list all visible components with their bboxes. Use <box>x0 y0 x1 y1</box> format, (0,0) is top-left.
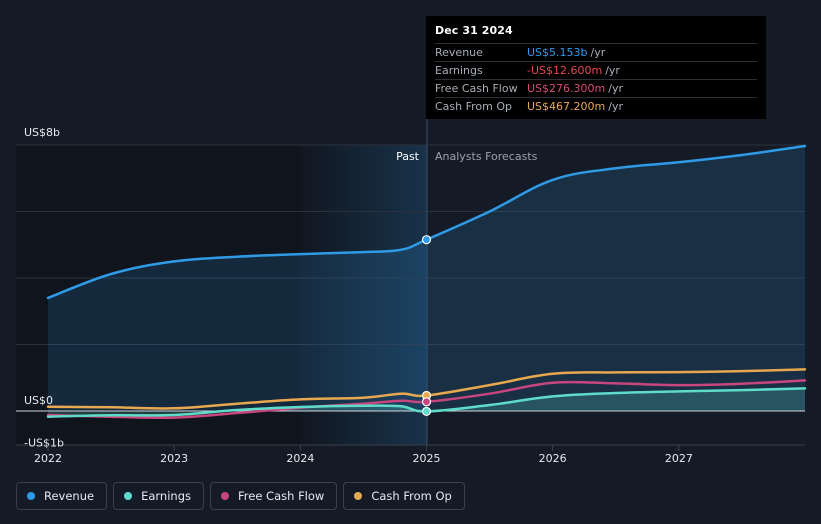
tooltip-label: Free Cash Flow <box>435 82 518 95</box>
legend-cash-from-op[interactable]: Cash From Op <box>343 482 465 510</box>
tooltip-row-revenue: Revenue US$5.153b /yr <box>435 43 757 61</box>
earnings-line <box>46 387 807 418</box>
tooltip-unit: /yr <box>608 100 623 113</box>
legend: Revenue Earnings Free Cash Flow Cash Fro… <box>16 482 465 510</box>
forecast-label: Analysts Forecasts <box>435 150 538 163</box>
tooltip-row-free-cash-flow: Free Cash Flow US$276.300m /yr <box>435 79 757 97</box>
x-tick-label: 2024 <box>286 452 314 465</box>
legend-dot-icon <box>221 492 229 500</box>
revenue-line <box>46 144 807 300</box>
legend-earnings[interactable]: Earnings <box>113 482 204 510</box>
tooltip-label: Cash From Op <box>435 100 513 113</box>
revenue-marker <box>421 235 432 245</box>
tooltip: Dec 31 2024 Revenue US$5.153b /yr Earnin… <box>426 16 766 119</box>
y-tick-label: US$0 <box>24 394 53 407</box>
free-cash-flow-marker <box>421 397 432 407</box>
legend-dot-icon <box>124 492 133 500</box>
tooltip-unit: /yr <box>590 46 606 59</box>
x-tick-label: 2025 <box>413 452 441 465</box>
legend-dot-icon <box>27 492 35 500</box>
tooltip-label: Earnings <box>435 64 483 77</box>
highlight-markers <box>421 235 432 417</box>
tooltip-value: US$276.300m <box>527 82 606 95</box>
free-cash-flow-line <box>46 379 807 420</box>
x-tick-label: 2027 <box>665 452 693 465</box>
legend-revenue[interactable]: Revenue <box>16 482 108 510</box>
earnings-area <box>48 388 805 417</box>
cash-from-op-line <box>46 368 807 410</box>
legend-label: Free Cash Flow <box>238 489 325 503</box>
tooltip-unit: /yr <box>608 82 623 95</box>
tooltip-unit: /yr <box>605 64 620 77</box>
legend-dot-icon <box>354 492 363 500</box>
y-tick-label: US$8b <box>24 126 60 139</box>
tooltip-label: Revenue <box>435 46 483 59</box>
y-axis-labels: US$8b US$0 -US$1b <box>24 126 64 449</box>
x-tick-label: 2026 <box>539 452 567 465</box>
grid <box>16 144 805 345</box>
x-tick-label: 2023 <box>160 452 188 465</box>
legend-label: Cash From Op <box>371 489 452 503</box>
tooltip-value: US$467.200m <box>527 100 606 113</box>
tooltip-value: -US$12.600m <box>527 64 603 77</box>
tooltip-date: Dec 31 2024 <box>435 24 513 37</box>
x-axis-labels: 2022 2023 2024 2025 2026 2027 <box>34 445 693 465</box>
series-lines <box>46 144 807 420</box>
tooltip-value: US$5.153b <box>527 46 588 59</box>
legend-label: Revenue <box>44 489 95 503</box>
x-tick-label: 2022 <box>34 452 62 465</box>
tooltip-row-earnings: Earnings -US$12.600m /yr <box>435 61 757 79</box>
legend-label: Earnings <box>141 489 191 503</box>
y-tick-label: -US$1b <box>24 436 64 449</box>
tooltip-row-cash-from-op: Cash From Op US$467.200m /yr <box>435 97 757 115</box>
past-label: Past <box>396 150 420 163</box>
earnings-marker <box>421 406 432 417</box>
legend-free-cash-flow[interactable]: Free Cash Flow <box>210 482 338 510</box>
